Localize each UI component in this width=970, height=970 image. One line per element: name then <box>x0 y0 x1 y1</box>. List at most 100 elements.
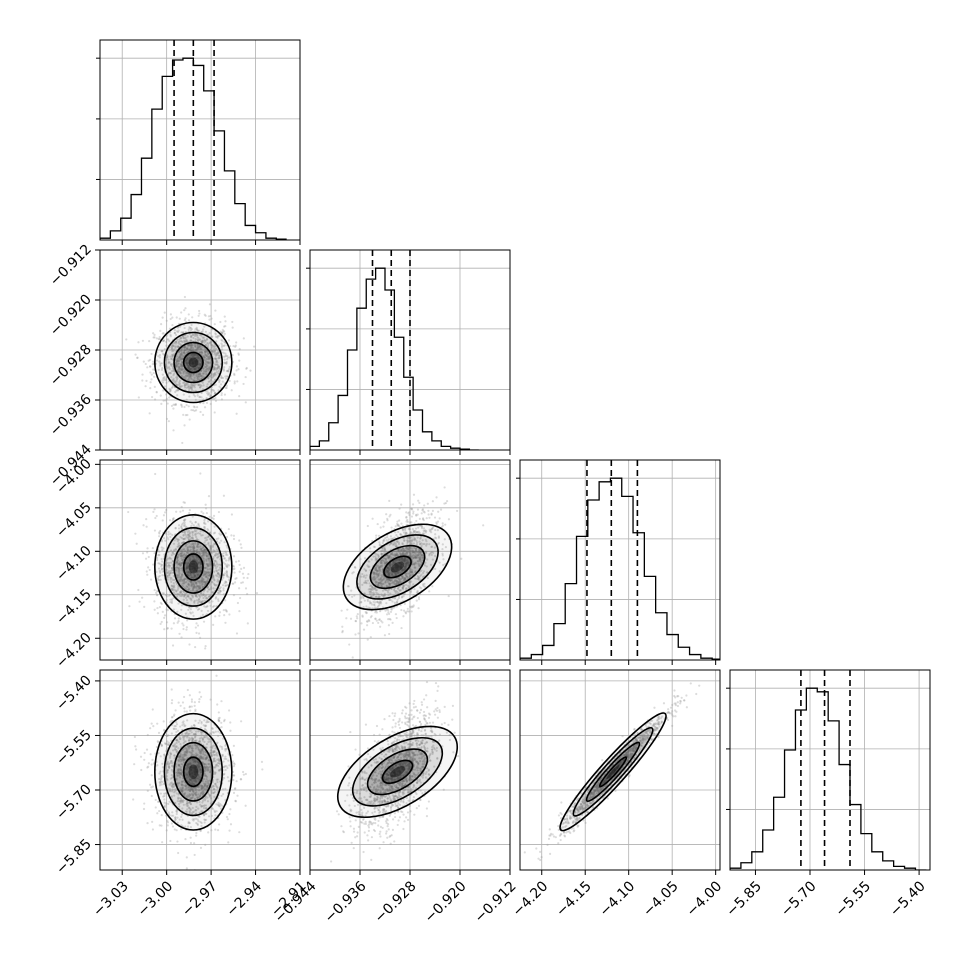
sample-point <box>182 381 185 384</box>
sample-point <box>162 514 166 517</box>
sample-point <box>225 610 228 613</box>
sample-point <box>193 842 196 845</box>
sample-point <box>192 374 195 377</box>
sample-point <box>202 384 205 387</box>
sample-point <box>207 554 210 557</box>
sample-point <box>188 694 191 697</box>
sample-point <box>186 361 189 364</box>
sample-point <box>185 867 188 870</box>
sample-point <box>356 617 359 620</box>
sample-point <box>176 540 179 543</box>
sample-point <box>194 345 197 348</box>
sample-point <box>150 352 153 356</box>
sample-point <box>225 535 229 539</box>
sample-point <box>193 562 196 566</box>
sample-point <box>177 851 180 855</box>
sample-point <box>223 718 226 722</box>
sample-point <box>160 563 164 567</box>
sample-point <box>188 549 192 553</box>
sample-point <box>184 577 187 580</box>
sample-point <box>225 362 228 365</box>
sample-point <box>183 530 186 533</box>
sample-point <box>196 346 199 349</box>
sample-point <box>184 377 187 380</box>
sample-point <box>394 525 397 528</box>
sample-point <box>177 362 180 365</box>
sample-point <box>226 565 229 568</box>
sample-point <box>180 337 183 340</box>
sample-point <box>187 377 191 380</box>
sample-point <box>169 372 172 375</box>
sample-point <box>207 557 211 560</box>
sample-point <box>194 626 197 629</box>
sample-point <box>232 744 235 747</box>
sample-point <box>184 330 187 334</box>
sample-point <box>183 523 186 526</box>
sample-point <box>176 365 179 368</box>
sample-point <box>185 588 188 591</box>
sample-point <box>202 573 205 576</box>
sample-point <box>200 579 204 582</box>
sample-point <box>186 565 189 568</box>
sample-point <box>186 372 189 375</box>
sample-point <box>215 561 218 564</box>
sample-point <box>209 341 212 344</box>
sample-point <box>205 538 209 541</box>
sample-point <box>218 574 221 577</box>
sample-point <box>171 350 174 353</box>
sample-point <box>169 317 172 321</box>
sample-point <box>205 360 208 363</box>
sample-point <box>178 359 181 362</box>
sample-point <box>196 335 199 338</box>
sample-point <box>216 363 219 366</box>
sample-point <box>136 356 139 359</box>
sample-point <box>207 355 210 359</box>
sample-point <box>171 344 174 347</box>
sample-point <box>186 688 189 692</box>
sample-point <box>193 406 196 409</box>
sample-point <box>185 601 188 605</box>
sample-point <box>180 368 183 372</box>
sample-point <box>198 344 202 347</box>
sample-point <box>159 329 162 333</box>
sample-point <box>205 354 208 357</box>
sample-point <box>167 576 170 579</box>
sample-point <box>149 753 152 756</box>
sample-point <box>186 578 189 582</box>
sample-point <box>217 572 220 575</box>
sample-point <box>197 373 200 376</box>
sample-point <box>185 563 188 566</box>
sample-point <box>225 564 228 567</box>
y-tick-label: −4.20 <box>53 630 95 672</box>
sample-point <box>217 389 220 392</box>
sample-point <box>361 615 364 618</box>
sample-point <box>193 585 196 588</box>
sample-point <box>156 558 159 562</box>
sample-point <box>238 539 241 542</box>
sample-point <box>174 402 177 406</box>
sample-point <box>165 365 168 368</box>
sample-point <box>151 708 154 711</box>
sample-point <box>171 353 175 356</box>
sample-point <box>125 338 128 341</box>
sample-point <box>184 561 187 565</box>
sample-point <box>189 348 192 352</box>
sample-point <box>224 562 227 566</box>
sample-point <box>195 582 198 585</box>
sample-point <box>200 350 203 354</box>
sample-point <box>171 316 174 319</box>
sample-point <box>223 358 226 361</box>
sample-point <box>165 344 168 347</box>
sample-point <box>202 620 206 623</box>
sample-point <box>204 365 207 369</box>
sample-point <box>177 366 181 369</box>
sample-point <box>214 363 218 366</box>
sample-point <box>225 574 228 577</box>
sample-point <box>222 330 225 333</box>
sample-point <box>170 601 174 605</box>
sample-point <box>153 529 157 532</box>
sample-point <box>217 350 220 353</box>
sample-point <box>212 575 215 578</box>
sample-point <box>183 386 187 389</box>
sample-point <box>157 578 160 582</box>
